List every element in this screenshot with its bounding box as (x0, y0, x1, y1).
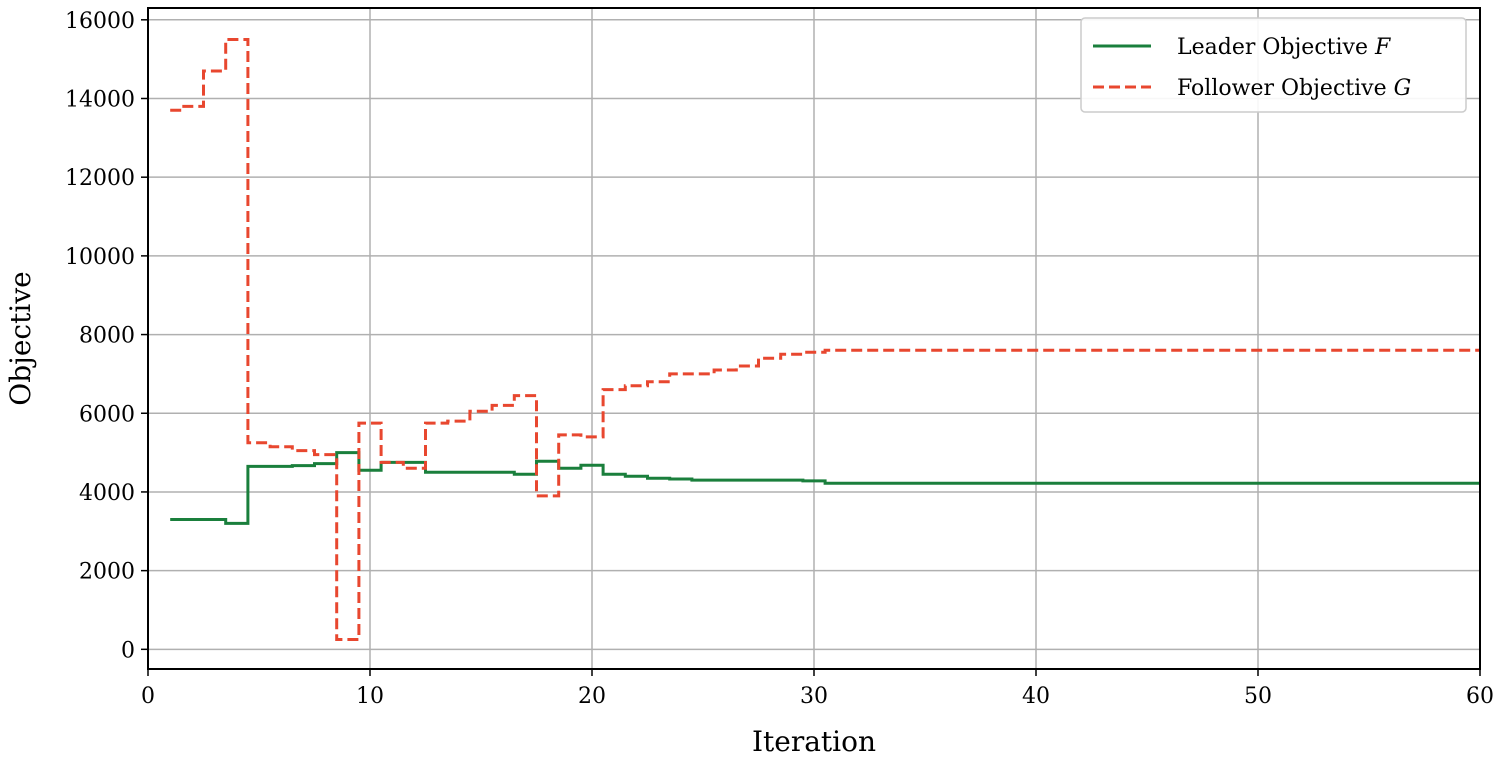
y-tick-label: 12000 (65, 166, 135, 191)
x-tick-label: 30 (800, 684, 828, 709)
x-axis-label: Iteration (752, 725, 876, 758)
legend-box (1080, 17, 1467, 113)
y-axis-label: Objective (4, 271, 37, 405)
y-tick-label: 0 (121, 638, 135, 663)
series-layer (170, 38, 1480, 641)
legend-label: Follower Objective G (1177, 76, 1411, 101)
x-tick-label: 40 (1022, 684, 1050, 709)
legend-label: Leader Objective F (1177, 35, 1391, 60)
y-tick-label: 2000 (79, 560, 135, 585)
y-tick-label: 4000 (79, 481, 135, 506)
y-tick-label: 8000 (79, 324, 135, 349)
y-tick-label: 14000 (65, 87, 135, 112)
axis-ticks: 0 10 20 30 40 50 60 0 2000 4000 6000 8000 10000 12000… (65, 9, 1494, 709)
y-tick-label: 10000 (65, 245, 135, 270)
x-tick-label: 20 (578, 684, 606, 709)
legend: Leader Objective F Follower Objective G (1080, 17, 1467, 113)
series-line-follower (170, 38, 1480, 641)
x-tick-label: 60 (1466, 684, 1494, 709)
y-tick-label: 6000 (79, 402, 135, 427)
series-line-leader (170, 451, 1480, 525)
gridlines (147, 8, 1481, 669)
x-tick-label: 50 (1244, 684, 1272, 709)
x-tick-label: 10 (356, 684, 384, 709)
y-tick-label: 16000 (65, 9, 135, 34)
x-tick-label: 0 (141, 684, 155, 709)
